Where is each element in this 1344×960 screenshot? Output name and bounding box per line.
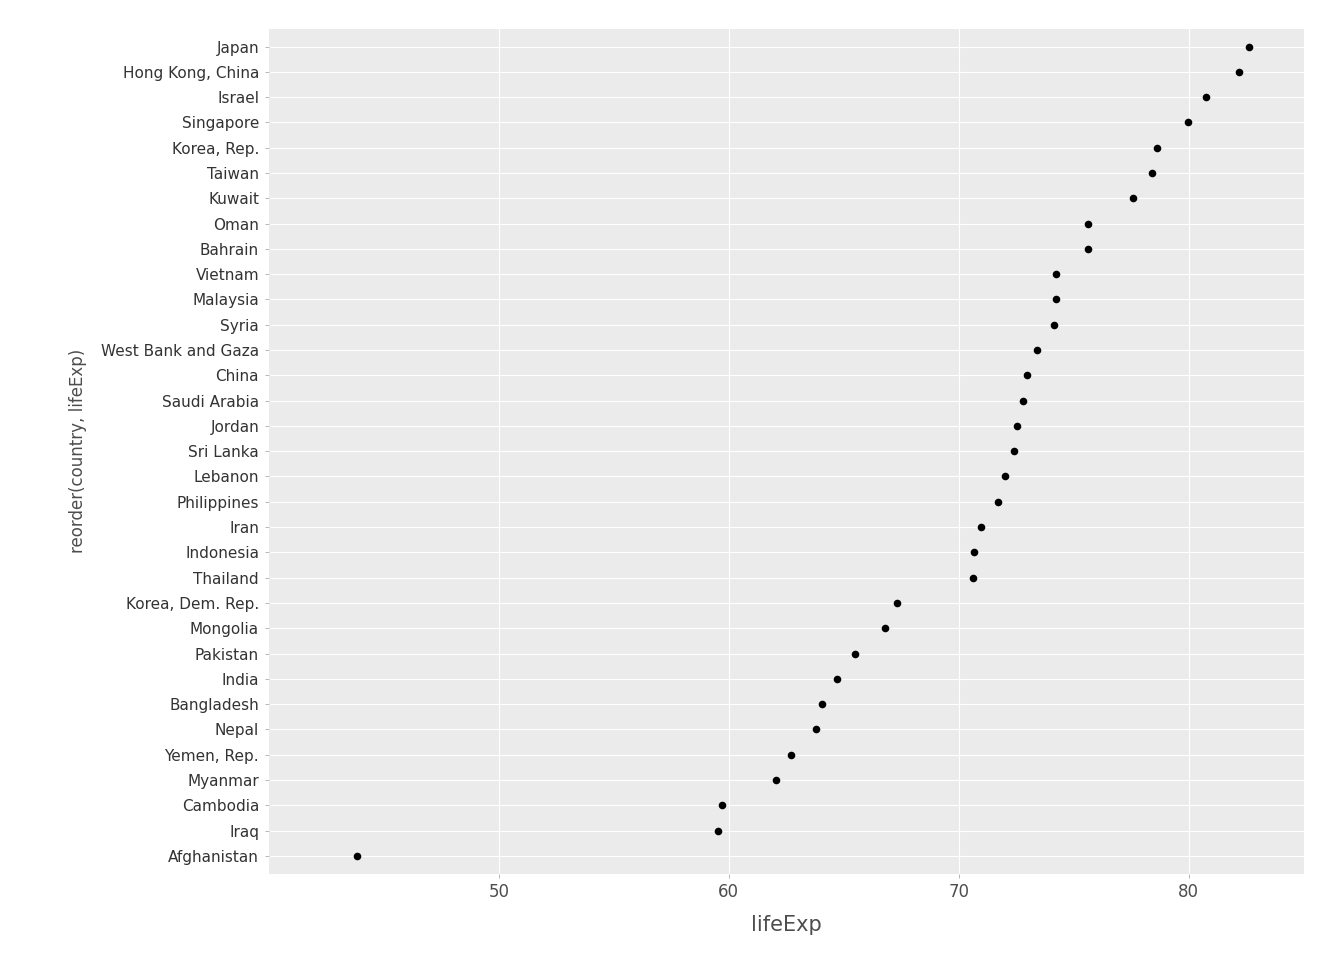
Point (707, 823, 728, 838)
Point (1078, 241, 1099, 256)
Point (711, 798, 732, 813)
Point (1141, 165, 1163, 180)
Point (886, 595, 907, 611)
Point (1007, 419, 1028, 434)
Point (812, 696, 833, 711)
Point (962, 570, 984, 586)
Point (1228, 64, 1250, 80)
Point (1146, 140, 1168, 156)
Point (1195, 89, 1216, 105)
Point (827, 671, 848, 686)
Point (993, 468, 1015, 484)
Point (1046, 292, 1067, 307)
Y-axis label: reorder(country, lifeExp): reorder(country, lifeExp) (69, 349, 87, 553)
Point (1177, 114, 1199, 130)
Point (970, 519, 992, 535)
Point (1012, 393, 1034, 408)
Point (1003, 444, 1024, 459)
Point (1016, 368, 1038, 383)
Point (780, 747, 801, 762)
Point (347, 849, 368, 864)
Point (1046, 267, 1067, 282)
Point (1238, 38, 1259, 54)
Point (766, 773, 788, 788)
Point (875, 620, 896, 636)
Point (1078, 216, 1099, 231)
X-axis label: lifeExp: lifeExp (751, 915, 821, 935)
Point (805, 722, 827, 737)
Point (1122, 191, 1144, 206)
Point (1027, 343, 1048, 358)
Point (1043, 317, 1064, 332)
Point (986, 494, 1008, 510)
Point (962, 544, 984, 560)
Point (844, 646, 866, 661)
